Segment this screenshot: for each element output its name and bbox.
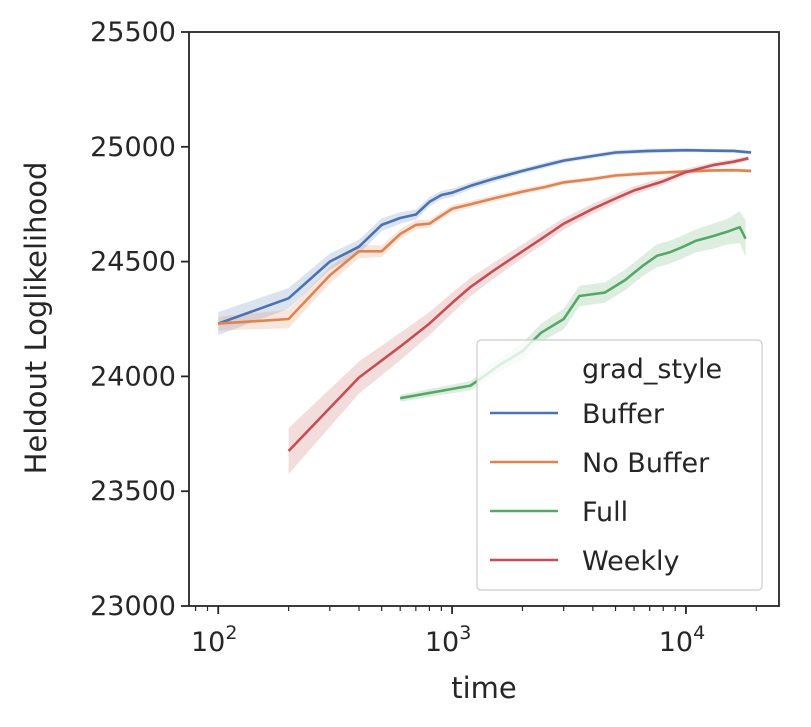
y-tick-label: 25500 bbox=[90, 17, 176, 48]
legend-title: grad_style bbox=[582, 354, 722, 385]
y-tick-label: 23000 bbox=[90, 591, 176, 622]
series-lines bbox=[217, 148, 752, 452]
series-line-no-buffer bbox=[218, 168, 752, 325]
series-line-buffer bbox=[217, 148, 752, 325]
x-tick-label: 104 bbox=[659, 622, 705, 658]
legend-box bbox=[476, 339, 763, 591]
series-line-weekly bbox=[287, 157, 749, 452]
x-tick-label: 103 bbox=[425, 622, 471, 658]
legend-entry-buffer: Buffer bbox=[582, 399, 665, 430]
legend-entry-no-buffer: No Buffer bbox=[582, 448, 710, 479]
legend-entry-weekly: Weekly bbox=[582, 546, 679, 577]
legend-entry-full: Full bbox=[582, 497, 628, 528]
plot-frame bbox=[188, 31, 780, 607]
axes: 23000 23500 24000 24500 25000 25500 102 103 104 bbox=[90, 17, 780, 658]
y-tick-label: 25000 bbox=[90, 132, 176, 163]
x-axis-label: time bbox=[451, 671, 517, 705]
y-tick-label: 24000 bbox=[90, 361, 176, 392]
y-axis-label: Heldout Loglikelihood bbox=[19, 162, 53, 475]
y-tick-label: 24500 bbox=[90, 247, 176, 278]
legend: grad_style Buffer No Buffer Full Weekly bbox=[476, 339, 763, 591]
y-tick-label: 23500 bbox=[90, 476, 176, 507]
x-tick-label: 102 bbox=[191, 622, 237, 658]
